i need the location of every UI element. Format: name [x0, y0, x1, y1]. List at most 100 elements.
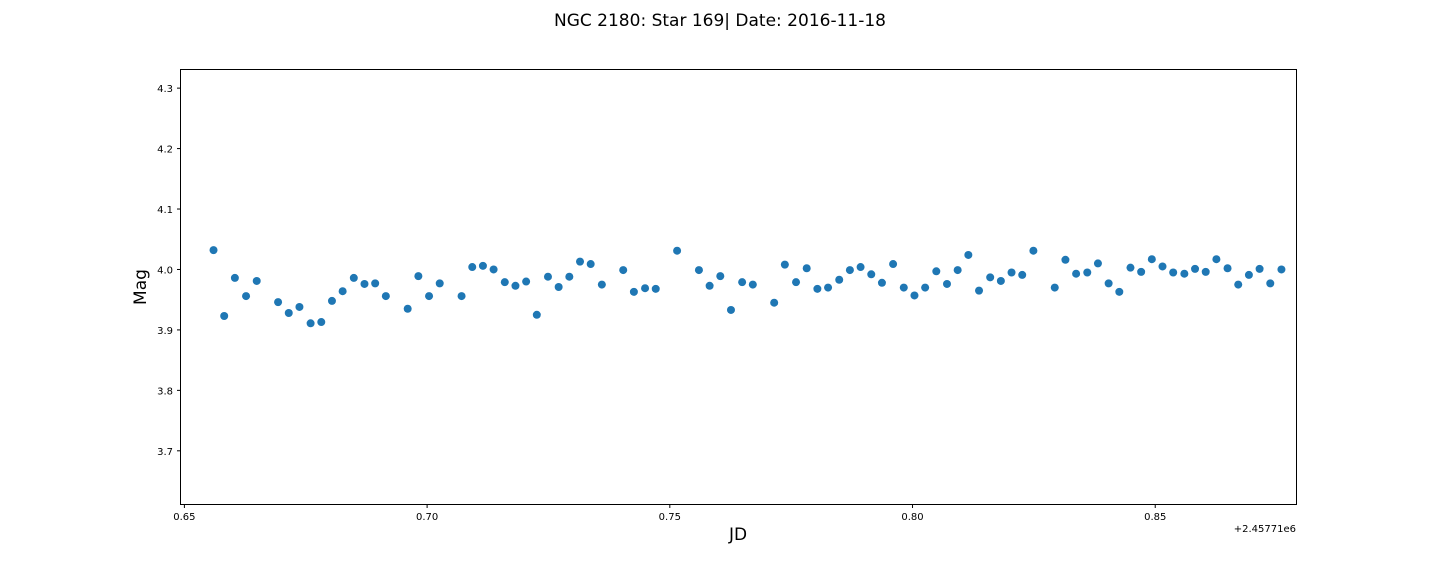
data-point [792, 278, 801, 287]
data-point [932, 267, 941, 276]
x-tick-label: 0.65 [173, 512, 195, 523]
data-point [1083, 268, 1092, 277]
data-point [414, 272, 423, 281]
data-point [371, 279, 380, 288]
data-point [1007, 268, 1016, 277]
data-point [489, 265, 498, 274]
data-point [284, 308, 293, 317]
data-point [435, 279, 444, 288]
data-point [1115, 287, 1124, 296]
data-point [252, 276, 261, 285]
data-point [565, 272, 574, 281]
y-axis: 3.7 3.8 3.9 4.0 4.1 4.2 4.3 [157, 84, 181, 458]
data-point [511, 281, 520, 290]
y-tick-label: 4.1 [157, 205, 173, 216]
y-tick-label: 3.8 [157, 386, 173, 397]
data-point [1223, 264, 1232, 273]
data-point [1234, 280, 1243, 289]
data-point [996, 276, 1005, 285]
data-point [543, 272, 552, 281]
data-point [953, 266, 962, 275]
data-point [1201, 267, 1210, 276]
x-tick-label: 0.85 [1144, 512, 1166, 523]
data-point [1266, 279, 1275, 288]
data-point [1255, 264, 1264, 273]
data-point [748, 280, 757, 289]
data-point [942, 279, 951, 288]
x-axis-label: JD [728, 525, 747, 545]
data-point [597, 280, 606, 289]
data-point [813, 284, 822, 293]
data-point [500, 278, 509, 287]
data-point [856, 263, 865, 272]
data-point [306, 319, 315, 328]
data-point [478, 261, 487, 270]
data-point [1126, 263, 1135, 272]
data-point [317, 318, 326, 327]
y-tick-label: 3.7 [157, 447, 173, 458]
data-point [274, 298, 283, 307]
data-point [1072, 269, 1081, 278]
data-point [619, 266, 628, 275]
y-tick-label: 4.0 [157, 265, 173, 276]
data-point [802, 264, 811, 273]
data-point [1169, 268, 1178, 277]
data-point [651, 284, 660, 293]
data-point [327, 296, 336, 305]
y-tick-label: 4.3 [157, 84, 173, 95]
data-point [921, 283, 930, 292]
data-point [738, 278, 747, 287]
data-point [867, 270, 876, 279]
data-point [242, 292, 251, 301]
data-point [457, 292, 466, 301]
data-point [295, 302, 304, 311]
data-point [360, 279, 369, 288]
data-point [845, 266, 854, 275]
data-point [522, 277, 531, 286]
data-point [1137, 267, 1146, 276]
y-tick-label: 3.9 [157, 326, 173, 337]
data-point [1212, 255, 1221, 264]
x-tick-label: 0.70 [416, 512, 438, 523]
data-point [532, 310, 541, 319]
y-tick-label: 4.2 [157, 145, 173, 156]
data-point [1029, 246, 1038, 255]
y-axis-label: Mag [131, 269, 151, 305]
data-point [468, 263, 477, 272]
x-offset-label: +2.45771e6 [1234, 524, 1296, 535]
x-axis: 0.65 0.70 0.75 0.80 0.85 [173, 504, 1166, 523]
data-point [1191, 264, 1200, 273]
data-point [705, 281, 714, 290]
data-point [1093, 259, 1102, 268]
data-point [877, 278, 886, 287]
data-point [220, 312, 229, 321]
data-point [629, 287, 638, 296]
data-point [780, 260, 789, 269]
data-point [910, 291, 919, 300]
data-point [381, 292, 390, 301]
data-point [1244, 270, 1253, 279]
data-point [770, 298, 779, 307]
plot-area-frame [180, 69, 1297, 505]
data-point [1061, 255, 1070, 264]
data-point [230, 273, 239, 282]
data-point [986, 273, 995, 282]
data-point [824, 283, 833, 292]
x-tick-label: 0.75 [659, 512, 681, 523]
data-point [726, 305, 735, 314]
data-point [1147, 255, 1156, 264]
data-point [1277, 265, 1286, 274]
chart-title: NGC 2180: Star 169| Date: 2016-11-18 [554, 11, 886, 31]
data-point [1158, 262, 1167, 271]
data-point [964, 250, 973, 259]
data-point [694, 266, 703, 275]
data-point [349, 273, 358, 282]
data-point [716, 272, 725, 281]
data-point [673, 246, 682, 255]
x-tick-label: 0.80 [901, 512, 923, 523]
data-point [899, 283, 908, 292]
data-point [425, 292, 434, 301]
data-point [1104, 279, 1113, 288]
data-point [975, 286, 984, 295]
